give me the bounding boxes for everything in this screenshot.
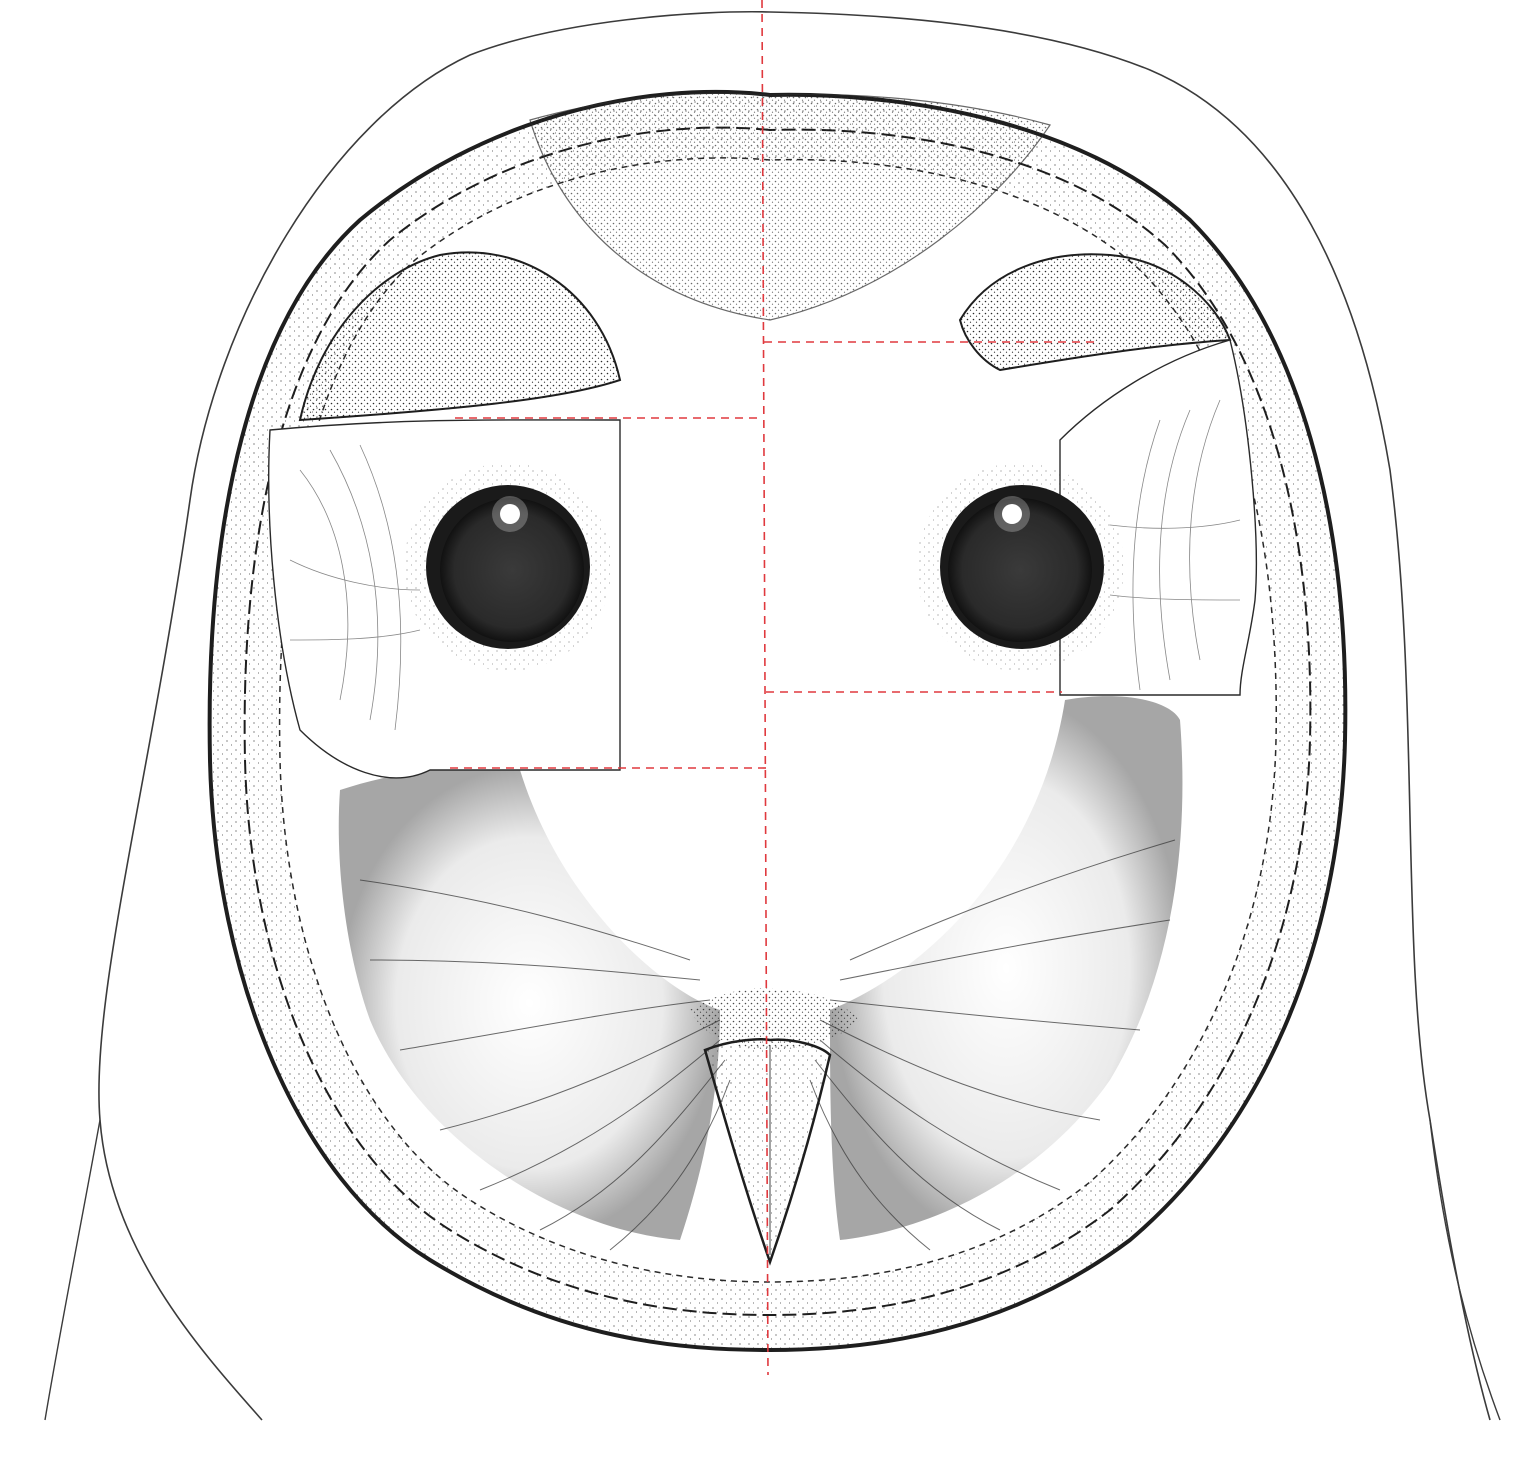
guide-vertical-midline bbox=[761, 0, 769, 1376]
left-brow-fold bbox=[298, 251, 622, 422]
shoulder-line-left bbox=[44, 1119, 101, 1421]
shoulder-line-right bbox=[1429, 1119, 1501, 1421]
facial-disc-rim-inner bbox=[243, 126, 1312, 1317]
right-eye bbox=[916, 463, 1124, 671]
left-radial-feathers bbox=[359, 879, 731, 1251]
left-eye-panel-feathers bbox=[289, 444, 421, 731]
right-eye-highlight bbox=[1002, 504, 1022, 524]
head-outline bbox=[98, 10, 1491, 1421]
left-iris bbox=[440, 498, 584, 642]
left-eye bbox=[404, 463, 612, 671]
left-eye-highlight bbox=[500, 504, 520, 524]
beak-base bbox=[690, 988, 860, 1050]
left-eye-highlight-glow bbox=[492, 496, 528, 532]
right-radial-feathers bbox=[809, 839, 1176, 1251]
right-eye-panel-feathers bbox=[1109, 399, 1241, 691]
construction-guides bbox=[450, 0, 1095, 1376]
right-iris bbox=[948, 498, 1092, 642]
right-eye-highlight-glow bbox=[994, 496, 1030, 532]
right-cheek bbox=[830, 696, 1183, 1240]
left-cheek bbox=[338, 766, 720, 1240]
forehead-feathers bbox=[529, 92, 1051, 321]
